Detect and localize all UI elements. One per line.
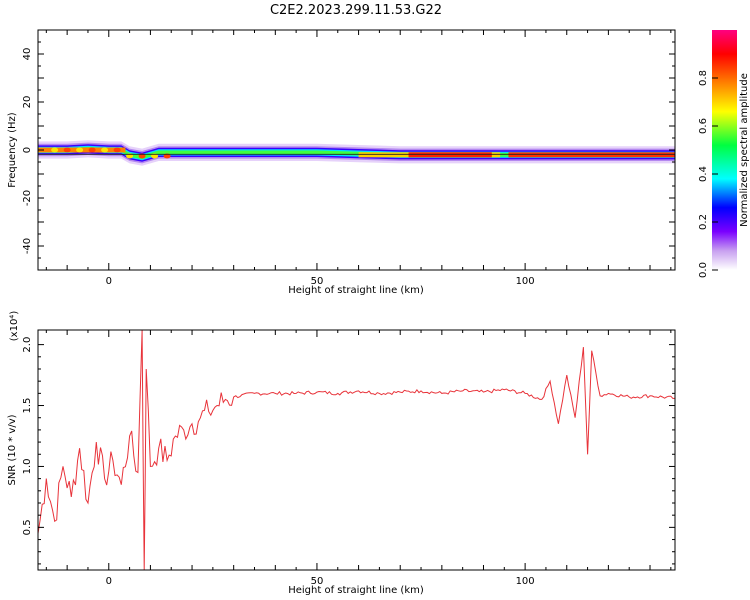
snr-ticks: 0 50 100 0.5 1.0 1.5 2.0 bbox=[22, 330, 675, 587]
colorbar-ticks: 0.0 0.2 0.4 0.6 0.8 bbox=[698, 70, 718, 278]
spectrogram-blob bbox=[138, 153, 146, 159]
snr-panel: 0 50 100 0.5 1.0 1.5 2.0 Height of straight li… bbox=[7, 311, 676, 596]
y-tick-label: 20 bbox=[22, 96, 33, 109]
spectrogram-blob bbox=[63, 147, 71, 153]
colorbar-gradient bbox=[712, 30, 737, 270]
spectrogram-blob bbox=[113, 147, 121, 153]
y-tick-label: 1.5 bbox=[22, 398, 33, 414]
colorbar-tick-label: 0.0 bbox=[698, 262, 709, 278]
x-tick-label: 0 bbox=[106, 576, 112, 587]
y-tick-label: -40 bbox=[22, 238, 33, 254]
colorbar: 0.0 0.2 0.4 0.6 0.8 Normalized spectral ampl… bbox=[698, 30, 750, 278]
spectrogram-blob bbox=[151, 153, 159, 159]
spectrogram-panel: 0 50 100 40 20 0 -20 -40 Height of straight lin… bbox=[7, 29, 676, 296]
spectrogram-blob bbox=[101, 147, 109, 153]
y-tick-label: 0.5 bbox=[22, 519, 33, 535]
y-tick-label: 0 bbox=[22, 147, 33, 153]
x-tick-label: 100 bbox=[516, 276, 535, 287]
snr-y-label: SNR (10 * v/v) bbox=[7, 414, 18, 485]
y-tick-label: -20 bbox=[22, 190, 33, 206]
spectrogram-image bbox=[38, 140, 675, 166]
y-tick-label: 40 bbox=[22, 48, 33, 61]
snr-frame bbox=[37, 329, 676, 571]
spectrogram-core-2 bbox=[508, 152, 675, 158]
spectrogram-ticks: 0 50 100 40 20 0 -20 -40 bbox=[22, 29, 675, 287]
x-tick-label: 100 bbox=[516, 576, 535, 587]
snr-series-line bbox=[38, 330, 675, 570]
y-tick-label: 1.0 bbox=[22, 458, 33, 474]
colorbar-tick-label: 0.4 bbox=[698, 166, 709, 182]
spectrogram-blob bbox=[51, 147, 59, 153]
x-tick-label: 50 bbox=[311, 276, 324, 287]
spectrogram-blob bbox=[76, 147, 84, 153]
spectrogram-x-label: Height of straight line (km) bbox=[288, 285, 424, 296]
snr-x-label: Height of straight line (km) bbox=[288, 585, 424, 596]
spectrogram-y-label: Frequency (Hz) bbox=[7, 112, 18, 188]
snr-y-multiplier: (x10⁴) bbox=[9, 311, 20, 342]
x-tick-label: 50 bbox=[311, 576, 324, 587]
colorbar-tick-label: 0.8 bbox=[698, 70, 709, 86]
colorbar-label: Normalized spectral amplitude bbox=[739, 73, 750, 227]
spectrogram-blob bbox=[88, 147, 96, 153]
spectrogram-blob bbox=[126, 153, 134, 159]
chart-title: C2E2.2023.299.11.53.G22 bbox=[270, 3, 442, 18]
y-tick-label: 2.0 bbox=[22, 337, 33, 353]
colorbar-tick-label: 0.2 bbox=[698, 214, 709, 230]
spectrogram-core-1 bbox=[408, 152, 492, 158]
spectrogram-blob bbox=[163, 153, 171, 159]
colorbar-tick-label: 0.6 bbox=[698, 118, 709, 134]
x-tick-label: 0 bbox=[106, 276, 112, 287]
